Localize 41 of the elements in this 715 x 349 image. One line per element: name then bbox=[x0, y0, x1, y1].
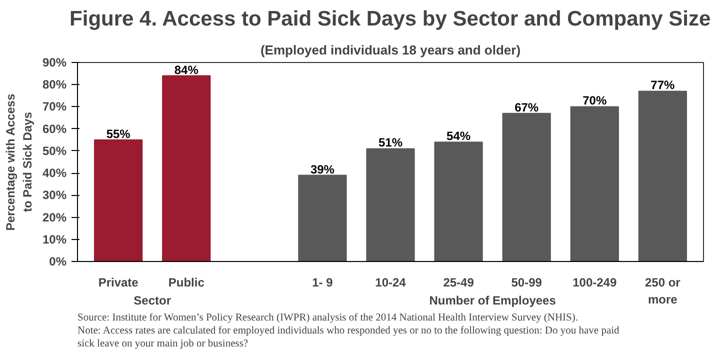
x-tick-label: Private bbox=[98, 276, 139, 290]
bar bbox=[366, 148, 415, 262]
y-tick-label: 10% bbox=[42, 232, 67, 246]
x-tick-label: 1- 9 bbox=[312, 276, 334, 290]
text: Note: Access rates are calculated for employed individuals who responded yes or no to the following question: Do you have paid sick leave on your main job or business? bbox=[78, 326, 620, 349]
y-tick-label: 0% bbox=[49, 254, 67, 268]
y-tick-label: 50% bbox=[42, 144, 67, 158]
data-label: 55% bbox=[106, 126, 131, 141]
text: Sector bbox=[134, 294, 172, 308]
y-tick-label: 20% bbox=[42, 210, 67, 224]
chart-subtitle: (Employed individuals 18 years and older) bbox=[260, 42, 521, 58]
data-label: 70% bbox=[582, 94, 607, 108]
bar bbox=[162, 75, 211, 262]
y-axis-title: Percentage with Access to Paid Sick Days bbox=[4, 93, 34, 231]
data-label: 67% bbox=[514, 100, 539, 114]
x-tick-label: 250 or more bbox=[644, 276, 681, 306]
text: Number of Employees bbox=[429, 294, 556, 308]
x-tick-label: 50-99 bbox=[511, 276, 542, 290]
bar bbox=[298, 174, 347, 262]
x-tick-label: 100-249 bbox=[572, 276, 617, 290]
chart-title: Figure 4. Access to Paid Sick Days by Sector and Company Size bbox=[70, 8, 711, 30]
x-tick-label: 10-24 bbox=[375, 276, 406, 290]
bar bbox=[638, 90, 687, 262]
data-label: 51% bbox=[378, 136, 403, 150]
data-label: 54% bbox=[446, 129, 471, 144]
x-tick-label: Public bbox=[168, 276, 205, 290]
y-tick-label: 90% bbox=[42, 56, 67, 70]
y-tick-label: 30% bbox=[42, 188, 67, 202]
bar bbox=[434, 142, 483, 262]
y-tick-label: 40% bbox=[42, 166, 67, 180]
y-tick-label: 80% bbox=[42, 78, 67, 92]
y-tick-label: 70% bbox=[42, 100, 67, 114]
bar bbox=[94, 139, 143, 262]
x-tick-label: 25-49 bbox=[443, 276, 474, 290]
data-label: 39% bbox=[310, 162, 335, 176]
bar bbox=[570, 106, 619, 262]
y-tick-label: 60% bbox=[42, 122, 67, 136]
data-label: 77% bbox=[650, 78, 676, 92]
bar bbox=[502, 112, 551, 262]
source-note: Source: Institute for Women’s Policy Research (IWPR) analysis of the 2014 National Health Interview Survey (NHIS). bbox=[78, 312, 578, 324]
data-label: 84% bbox=[174, 62, 199, 77]
